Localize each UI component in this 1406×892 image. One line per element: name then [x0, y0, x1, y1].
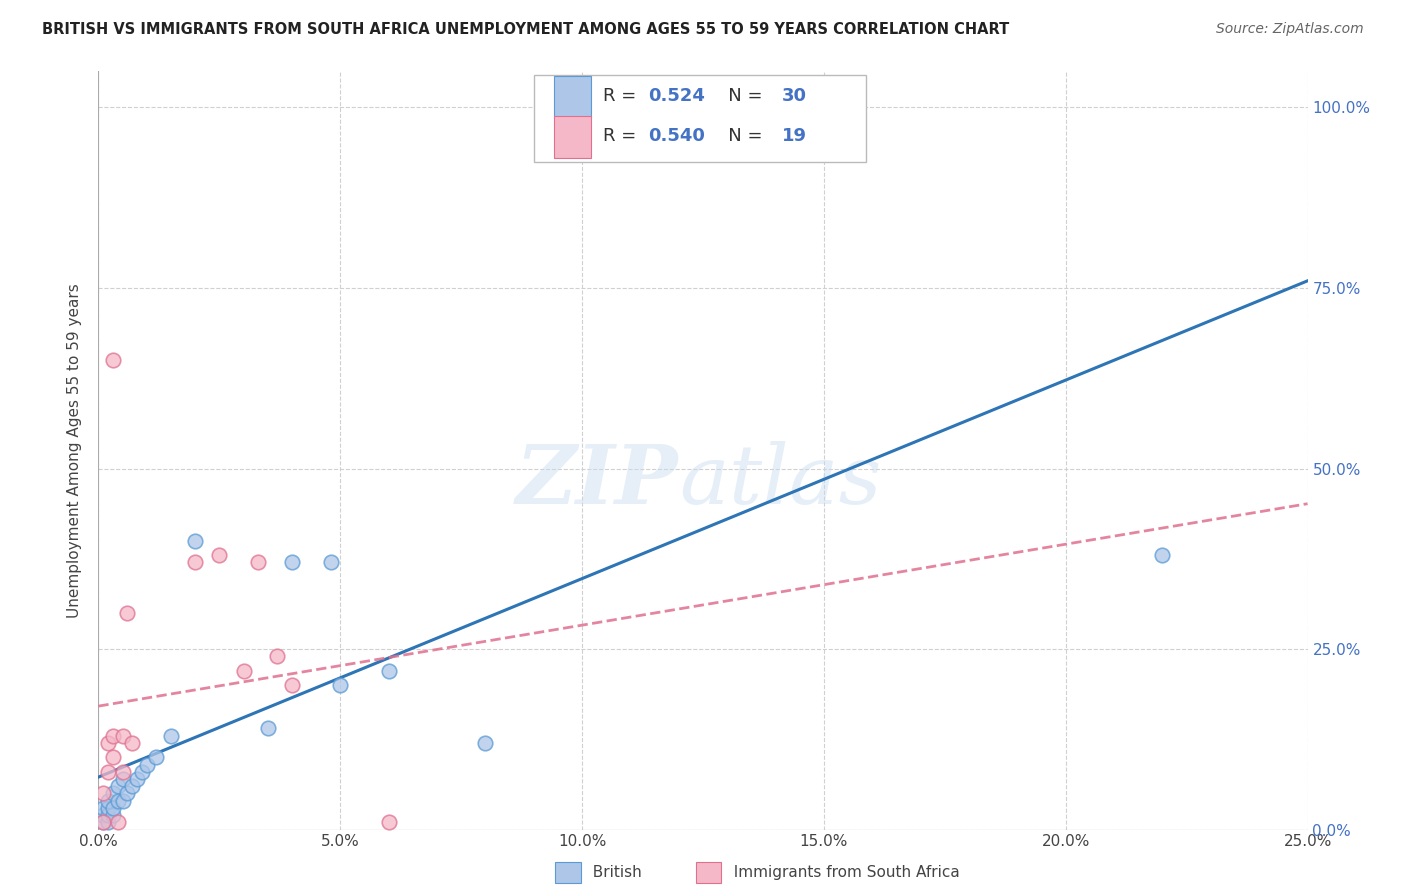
Point — [101, 729, 124, 743]
Point — [101, 801, 124, 815]
FancyBboxPatch shape — [554, 76, 591, 118]
Point — [91, 815, 114, 830]
Point — [1152, 548, 1174, 562]
Point — [281, 678, 304, 692]
Point — [281, 555, 304, 569]
Point — [184, 555, 207, 569]
Point — [97, 815, 120, 830]
Point — [117, 606, 139, 620]
Text: ZIP: ZIP — [516, 441, 679, 521]
Point — [208, 548, 231, 562]
FancyBboxPatch shape — [534, 75, 866, 162]
Point — [107, 815, 129, 830]
Point — [319, 555, 342, 569]
Text: 0.540: 0.540 — [648, 127, 706, 145]
Point — [91, 801, 114, 815]
Point — [97, 736, 120, 750]
Point — [101, 787, 124, 801]
Point — [131, 764, 153, 779]
Text: R =: R = — [603, 87, 641, 105]
Point — [266, 649, 288, 664]
FancyBboxPatch shape — [554, 116, 591, 158]
Point — [91, 787, 114, 801]
Point — [107, 779, 129, 793]
Point — [91, 808, 114, 822]
Point — [160, 729, 183, 743]
Point — [329, 678, 352, 692]
Text: Immigrants from South Africa: Immigrants from South Africa — [724, 865, 960, 880]
Y-axis label: Unemployment Among Ages 55 to 59 years: Unemployment Among Ages 55 to 59 years — [67, 283, 83, 618]
Point — [117, 787, 139, 801]
Point — [97, 808, 120, 822]
Point — [127, 772, 149, 786]
Point — [547, 100, 569, 114]
Point — [111, 729, 134, 743]
Text: BRITISH VS IMMIGRANTS FROM SOUTH AFRICA UNEMPLOYMENT AMONG AGES 55 TO 59 YEARS C: BRITISH VS IMMIGRANTS FROM SOUTH AFRICA … — [42, 22, 1010, 37]
Point — [232, 664, 254, 678]
Text: N =: N = — [711, 87, 769, 105]
Text: British: British — [583, 865, 643, 880]
Point — [111, 794, 134, 808]
Point — [145, 750, 167, 764]
Point — [107, 794, 129, 808]
Point — [97, 801, 120, 815]
Point — [474, 736, 496, 750]
Text: Source: ZipAtlas.com: Source: ZipAtlas.com — [1216, 22, 1364, 37]
Point — [377, 815, 399, 830]
Point — [184, 533, 207, 548]
Point — [111, 764, 134, 779]
Text: 0.524: 0.524 — [648, 87, 706, 105]
Point — [121, 779, 143, 793]
Text: R =: R = — [603, 127, 641, 145]
Point — [97, 794, 120, 808]
Text: atlas: atlas — [679, 441, 882, 521]
Point — [247, 555, 270, 569]
Point — [101, 808, 124, 822]
Point — [91, 815, 114, 830]
Point — [97, 764, 120, 779]
Point — [121, 736, 143, 750]
Point — [101, 353, 124, 368]
Point — [256, 722, 278, 736]
Text: 30: 30 — [782, 87, 807, 105]
Text: 19: 19 — [782, 127, 807, 145]
Point — [111, 772, 134, 786]
Point — [377, 664, 399, 678]
Point — [135, 757, 157, 772]
Point — [101, 750, 124, 764]
Text: N =: N = — [711, 127, 769, 145]
